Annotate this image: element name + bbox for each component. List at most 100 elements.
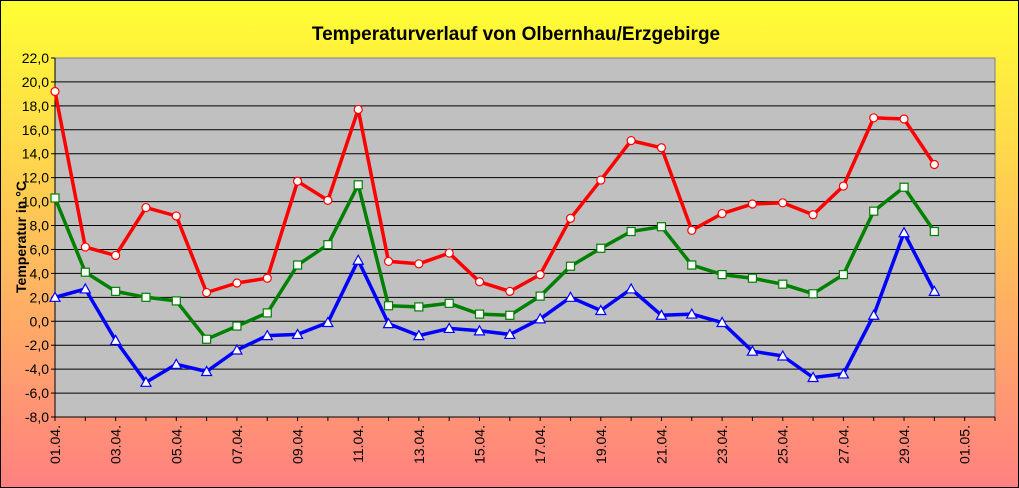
data-point	[838, 181, 848, 191]
data-point	[352, 254, 365, 265]
data-point	[807, 371, 820, 383]
data-point	[899, 182, 909, 192]
y-tick-label: -2,0	[25, 337, 49, 353]
data-point	[838, 269, 848, 280]
data-point	[170, 358, 183, 369]
series-line-2	[53, 183, 936, 341]
data-point	[171, 211, 181, 221]
chart-title: Temperaturverlauf von Olbernhau/Erzgebir…	[312, 24, 720, 45]
data-point	[929, 159, 939, 170]
x-tick-label: 03.04.	[108, 425, 124, 464]
data-point	[412, 329, 425, 341]
data-point	[687, 225, 697, 235]
data-point	[505, 286, 515, 296]
data-point	[535, 291, 545, 301]
y-tick-label: 20,0	[22, 74, 49, 90]
data-point	[262, 308, 272, 318]
data-point	[716, 316, 729, 328]
data-point	[323, 240, 333, 250]
data-point	[444, 298, 454, 308]
data-point	[594, 304, 607, 316]
y-tick-label: 22,0	[22, 50, 49, 66]
y-tick-label: 8,0	[30, 218, 50, 234]
data-point	[747, 199, 758, 209]
data-point	[50, 86, 60, 97]
x-tick-label: 23.04.	[714, 425, 730, 464]
data-point	[717, 269, 727, 280]
data-point	[80, 242, 90, 252]
data-point	[353, 104, 363, 115]
x-tick-label: 13.04.	[411, 425, 427, 464]
data-point	[564, 291, 577, 302]
data-point	[200, 365, 213, 377]
x-tick-label: 29.04.	[896, 425, 912, 464]
data-point	[534, 312, 547, 324]
x-tick-label: 05.04.	[168, 425, 184, 464]
x-tick-label: 07.04.	[229, 425, 245, 464]
data-point	[141, 292, 151, 302]
y-tick-label: 12,0	[22, 170, 49, 186]
y-tick-label: 6,0	[30, 241, 50, 257]
data-point	[383, 301, 394, 311]
data-point	[869, 206, 879, 216]
data-point	[291, 328, 304, 340]
data-point	[323, 195, 333, 206]
data-point	[383, 256, 394, 267]
x-tick-label: 11.04.	[350, 425, 366, 463]
x-tick-label: 25.04.	[775, 425, 791, 464]
data-point	[505, 310, 515, 320]
data-point	[929, 226, 939, 237]
data-point	[414, 259, 424, 269]
data-point	[48, 291, 62, 302]
data-point	[444, 248, 454, 258]
data-point	[443, 322, 456, 334]
data-point	[808, 210, 818, 220]
data-point	[353, 180, 363, 190]
x-tick-label: 21.04.	[653, 425, 669, 464]
y-tick-label: 16,0	[22, 122, 49, 138]
data-point	[111, 250, 121, 261]
x-tick-label: 27.04.	[835, 425, 851, 464]
data-point	[535, 269, 545, 280]
series-layer	[48, 86, 941, 387]
data-point	[232, 321, 242, 331]
data-point	[79, 282, 92, 294]
data-point	[778, 198, 788, 208]
data-point	[596, 243, 606, 253]
plot-area	[54, 57, 996, 418]
data-point	[503, 328, 516, 340]
data-point	[414, 302, 424, 312]
y-tick-label: -4,0	[25, 361, 49, 377]
data-point	[656, 222, 667, 232]
data-point	[596, 175, 606, 185]
data-point	[202, 287, 212, 298]
y-tick-label: -8,0	[25, 409, 49, 425]
data-point	[50, 193, 60, 203]
y-tick-label: 14,0	[22, 146, 49, 162]
data-point	[292, 260, 303, 270]
data-point	[321, 316, 334, 328]
data-point	[565, 261, 576, 271]
data-point	[230, 343, 243, 355]
data-point	[746, 344, 759, 356]
data-point	[898, 226, 911, 238]
data-point	[655, 309, 668, 320]
y-tick-label: 18,0	[22, 98, 49, 114]
y-tick-label: 2,0	[30, 289, 50, 305]
data-point	[473, 324, 486, 336]
data-point	[111, 286, 121, 296]
x-tick-label: 01.05.	[957, 425, 973, 464]
x-tick-label: 09.04.	[290, 425, 306, 464]
x-tick-label: 01.04.	[47, 425, 63, 464]
y-tick-label: -6,0	[25, 385, 49, 401]
data-point	[778, 279, 788, 289]
data-point	[382, 317, 395, 329]
data-point	[626, 226, 636, 237]
x-tick-label: 17.04.	[532, 425, 548, 464]
data-point	[747, 273, 758, 283]
x-tick-label: 19.04.	[593, 425, 609, 464]
series-line-1	[53, 91, 936, 295]
data-point	[928, 285, 941, 296]
